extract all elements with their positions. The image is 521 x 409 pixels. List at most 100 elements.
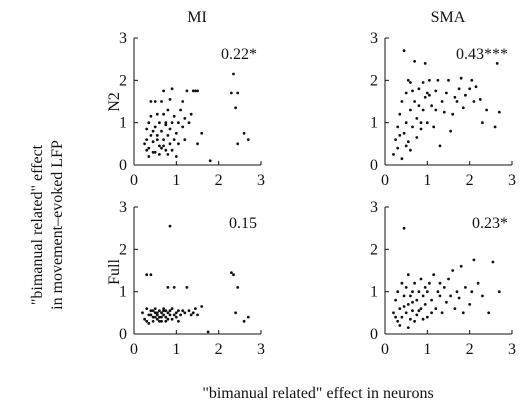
y-tick-label-sma-full: 3: [370, 199, 378, 216]
data-point-sma-n2: [470, 78, 474, 82]
data-point-mi-n2: [177, 142, 180, 146]
data-point-sma-n2: [398, 134, 402, 137]
data-point-sma-n2: [402, 49, 406, 53]
data-point-sma-full: [476, 281, 480, 285]
y-tick-label-sma-full: 1: [370, 284, 378, 301]
x-tick-label-mi-full: 3: [257, 341, 265, 358]
data-point-sma-n2: [409, 81, 412, 84]
data-point-mi-n2: [153, 125, 157, 129]
data-point-mi-full: [147, 322, 151, 325]
data-point-sma-full: [449, 294, 452, 298]
data-point-mi-n2: [147, 121, 151, 125]
data-point-mi-n2: [149, 100, 153, 103]
data-point-mi-full: [145, 319, 149, 323]
data-point-mi-full: [162, 313, 166, 317]
data-point-sma-n2: [400, 157, 404, 161]
data-point-sma-n2: [472, 100, 476, 103]
data-point-sma-n2: [398, 112, 402, 116]
data-point-mi-n2: [185, 89, 189, 93]
data-point-mi-n2: [172, 114, 176, 118]
data-point-mi-n2: [162, 144, 166, 148]
column-title-mi: MI: [187, 9, 207, 26]
data-point-sma-n2: [432, 125, 436, 129]
x-tick-label-sma-full: 3: [508, 341, 516, 358]
row-title-full: Full: [106, 259, 123, 285]
data-point-sma-full: [436, 290, 440, 294]
data-point-mi-full: [177, 319, 180, 323]
data-point-mi-n2: [149, 134, 153, 137]
data-point-mi-n2: [162, 89, 166, 93]
data-point-sma-n2: [485, 108, 488, 112]
data-point-sma-n2: [417, 87, 421, 91]
data-point-mi-n2: [164, 123, 168, 127]
data-point-mi-full: [183, 311, 187, 315]
x-tick-label-mi-n2: 3: [257, 172, 265, 189]
data-point-mi-full: [174, 315, 178, 319]
data-point-mi-n2: [194, 89, 197, 93]
data-point-sma-n2: [415, 117, 419, 120]
y-tick-label-mi-full: 1: [119, 284, 127, 301]
data-point-mi-full: [151, 319, 155, 323]
data-point-mi-n2: [145, 148, 149, 152]
data-point-mi-full: [194, 307, 197, 310]
data-point-mi-n2: [187, 121, 191, 125]
x-axis-label: "bimanual related" effect in neurons: [202, 385, 433, 402]
correlation-annotation-sma-full: 0.23*: [472, 215, 508, 232]
data-point-sma-full: [413, 281, 416, 285]
data-point-sma-n2: [406, 78, 410, 82]
data-point-mi-n2: [177, 121, 180, 125]
data-point-mi-n2: [232, 72, 235, 76]
data-point-mi-full: [172, 313, 176, 317]
panel-mi-full: 0 1 2 3 0 1 2 3 0.15: [119, 199, 265, 358]
data-point-mi-n2: [149, 114, 153, 118]
data-point-sma-full: [402, 305, 406, 308]
data-point-sma-full: [406, 273, 410, 277]
data-point-sma-n2: [409, 108, 412, 112]
data-point-sma-full: [468, 303, 472, 306]
data-point-sma-n2: [425, 91, 429, 95]
data-point-sma-full: [421, 317, 425, 321]
x-tick-label-sma-n2: 2: [466, 172, 474, 189]
data-point-sma-full: [396, 290, 400, 294]
data-point-mi-n2: [162, 112, 166, 116]
data-point-mi-n2: [200, 131, 204, 135]
data-point-sma-full: [406, 326, 410, 329]
data-point-mi-full: [166, 311, 170, 315]
data-point-sma-n2: [419, 127, 423, 131]
data-point-sma-full: [404, 311, 408, 315]
y-tick-label-sma-n2: 2: [370, 72, 378, 89]
data-point-sma-n2: [428, 93, 431, 97]
data-point-sma-n2: [464, 93, 467, 97]
data-point-mi-n2: [208, 159, 212, 163]
data-point-mi-full: [164, 315, 168, 319]
data-point-sma-full: [470, 290, 474, 294]
data-point-mi-full: [160, 315, 163, 319]
data-point-sma-full: [402, 226, 406, 230]
data-point-mi-n2: [147, 146, 151, 150]
data-point-mi-n2: [166, 153, 170, 156]
y-tick-label-mi-n2: 0: [119, 157, 127, 174]
data-point-mi-full: [191, 311, 195, 315]
data-point-mi-n2: [151, 129, 155, 133]
data-point-mi-n2: [153, 100, 157, 103]
data-point-sma-n2: [400, 100, 404, 103]
panel-mi-n2: 0 1 2 3 0 1 2 3 0.22*: [119, 30, 265, 189]
data-point-sma-full: [404, 286, 408, 289]
data-point-mi-full: [143, 317, 147, 321]
data-point-mi-full: [149, 309, 153, 313]
data-point-mi-full: [177, 309, 180, 313]
data-point-sma-full: [425, 315, 429, 319]
data-point-sma-n2: [430, 104, 433, 108]
y-tick-label-sma-full: 2: [370, 241, 378, 258]
data-point-mi-n2: [155, 138, 159, 142]
data-point-mi-full: [246, 315, 250, 319]
data-point-sma-n2: [468, 87, 472, 91]
data-point-mi-n2: [160, 146, 163, 150]
data-point-mi-n2: [160, 129, 163, 133]
data-point-mi-n2: [155, 112, 159, 116]
data-point-sma-n2: [474, 85, 478, 89]
data-point-sma-n2: [394, 138, 397, 142]
data-point-sma-n2: [457, 87, 461, 91]
data-point-sma-full: [402, 294, 406, 298]
data-point-sma-n2: [419, 121, 423, 125]
